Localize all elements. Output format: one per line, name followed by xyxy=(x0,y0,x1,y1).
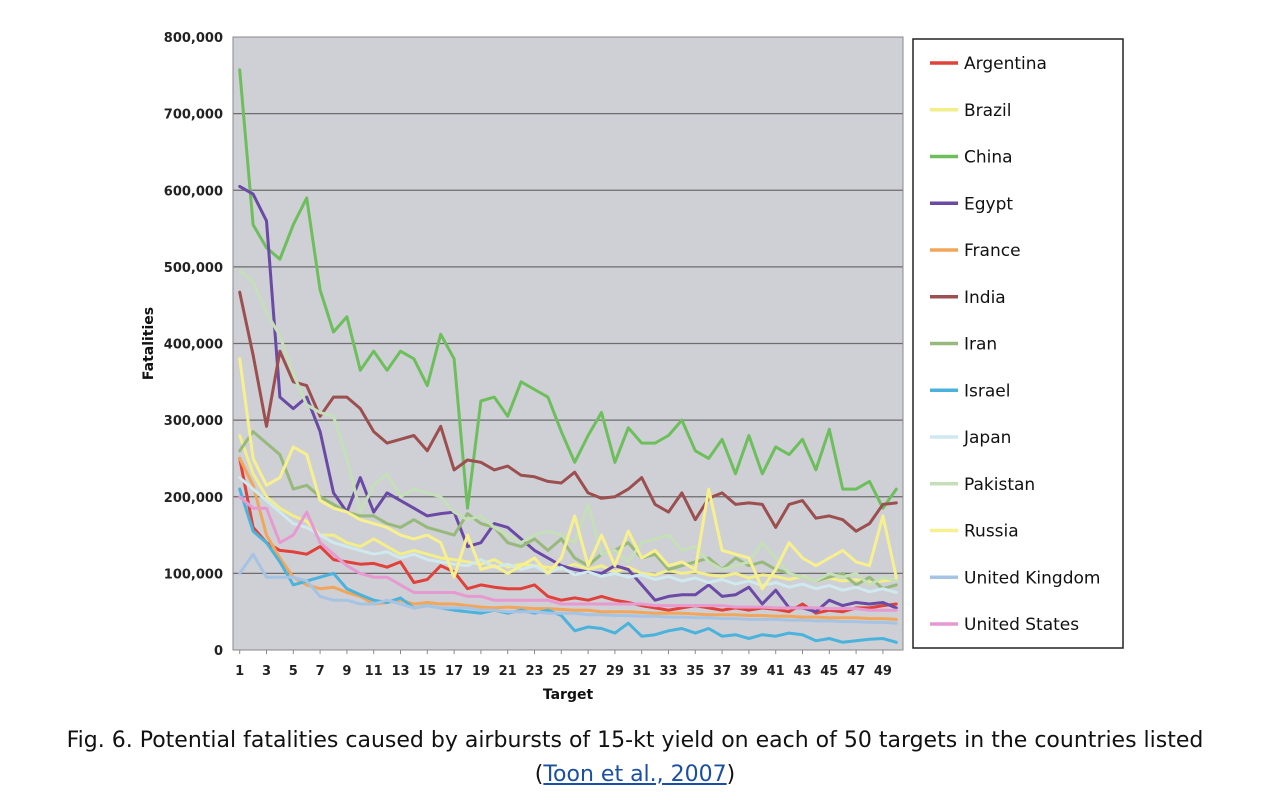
legend-label: Brazil xyxy=(964,101,1011,121)
x-tick-label: 39 xyxy=(740,664,758,679)
x-tick-label: 27 xyxy=(579,664,597,679)
x-tick-label: 49 xyxy=(874,664,892,679)
x-tick-label: 23 xyxy=(525,664,543,679)
legend-label: India xyxy=(964,288,1006,308)
legend-entry: Brazil xyxy=(930,101,1011,121)
series-line-united-kingdom xyxy=(238,552,898,625)
series-line-india xyxy=(238,290,898,533)
x-tick-label: 25 xyxy=(552,664,570,679)
legend-entry: France xyxy=(930,241,1021,261)
legend-label: United Kingdom xyxy=(964,568,1100,588)
legend-entry: Iran xyxy=(930,335,997,355)
series-line-france xyxy=(238,456,898,621)
series-line-japan xyxy=(238,476,898,594)
y-tick-label: 200,000 xyxy=(164,491,223,506)
legend-entry: Pakistan xyxy=(930,475,1035,495)
legend-entry: China xyxy=(930,148,1013,168)
x-tick-label: 41 xyxy=(767,664,785,679)
y-axis-title: Fatalities xyxy=(141,307,157,380)
caption-text: Fig. 6. Potential fatalities caused by a… xyxy=(66,728,1204,753)
caption-close-paren: ) xyxy=(726,762,736,787)
x-tick-label: 1 xyxy=(235,664,244,679)
x-tick-label: 37 xyxy=(713,664,731,679)
legend-entry: Argentina xyxy=(930,54,1047,74)
x-tick-label: 29 xyxy=(606,664,624,679)
y-tick-label: 700,000 xyxy=(164,108,223,123)
legend-label: Egypt xyxy=(964,194,1013,214)
chart: 0 100,000 200,000 300,000 400,000 500,000 600,… xyxy=(141,31,1124,703)
x-tick-label: 35 xyxy=(686,664,704,679)
series-line-israel xyxy=(238,487,898,644)
y-tick-label: 300,000 xyxy=(164,414,223,429)
y-tick-labels: 0 100,000 200,000 300,000 400,000 500,000 600,… xyxy=(164,31,223,659)
legend-entry: India xyxy=(930,288,1006,308)
x-tick-label: 5 xyxy=(289,664,298,679)
y-tick-label: 100,000 xyxy=(164,567,223,582)
legend-entry: Israel xyxy=(930,381,1010,401)
legend-entry: United States xyxy=(930,615,1079,635)
x-tick-label: 13 xyxy=(391,664,409,679)
legend-label: Iran xyxy=(964,335,997,355)
legend-entry: Japan xyxy=(930,428,1011,448)
legend-label: Argentina xyxy=(964,54,1047,74)
y-tick-label: 0 xyxy=(214,644,223,659)
x-tick-label: 47 xyxy=(847,664,865,679)
x-tick-label: 15 xyxy=(418,664,436,679)
caption-open-paren: ( xyxy=(534,762,544,787)
legend: Argentina Brazil China Egypt France India Iran… xyxy=(912,38,1124,649)
plot-frame xyxy=(232,36,904,651)
legend-entry: Egypt xyxy=(930,194,1013,214)
legend-entry: United Kingdom xyxy=(930,568,1100,588)
series-lines xyxy=(238,68,898,644)
x-tick-label: 17 xyxy=(445,664,463,679)
legend-label: Pakistan xyxy=(964,475,1035,495)
x-tick-label: 11 xyxy=(365,664,383,679)
x-tick-label: 3 xyxy=(262,664,271,679)
legend-entry: Russia xyxy=(930,522,1019,542)
citation-link[interactable]: Toon et al., 2007 xyxy=(543,762,727,787)
legend-label: China xyxy=(964,148,1013,168)
gridlines xyxy=(233,113,903,574)
legend-label: Israel xyxy=(964,381,1010,401)
series-line-egypt xyxy=(238,184,898,614)
x-axis-title: Target xyxy=(543,687,594,703)
x-tick-labels: 1 3 5 7 9 11 13 15 17 19 21 23 25 27 29 31 33 35 37 39 41 43 4… xyxy=(235,650,892,679)
legend-label: France xyxy=(964,241,1021,261)
y-tick-label: 600,000 xyxy=(164,184,223,199)
x-tick-label: 9 xyxy=(342,664,351,679)
legend-label: United States xyxy=(964,615,1079,635)
series-line-argentina xyxy=(238,456,898,615)
x-tick-label: 21 xyxy=(499,664,517,679)
y-tick-label: 800,000 xyxy=(164,31,223,46)
legend-label: Russia xyxy=(964,522,1019,542)
x-tick-label: 43 xyxy=(793,664,811,679)
x-tick-label: 7 xyxy=(316,664,325,679)
legend-items: Argentina Brazil China Egypt France India Iran… xyxy=(930,54,1100,635)
legend-label: Japan xyxy=(963,428,1011,448)
figure-caption: Fig. 6. Potential fatalities caused by a… xyxy=(0,724,1270,792)
series-line-united-states xyxy=(238,495,898,612)
x-tick-label: 19 xyxy=(472,664,490,679)
series-line-russia xyxy=(238,357,898,591)
y-tick-label: 500,000 xyxy=(164,261,223,276)
series-line-china xyxy=(238,68,898,510)
x-tick-label: 45 xyxy=(820,664,838,679)
x-tick-label: 33 xyxy=(659,664,677,679)
x-tick-label: 31 xyxy=(633,664,651,679)
y-tick-label: 400,000 xyxy=(164,338,223,353)
